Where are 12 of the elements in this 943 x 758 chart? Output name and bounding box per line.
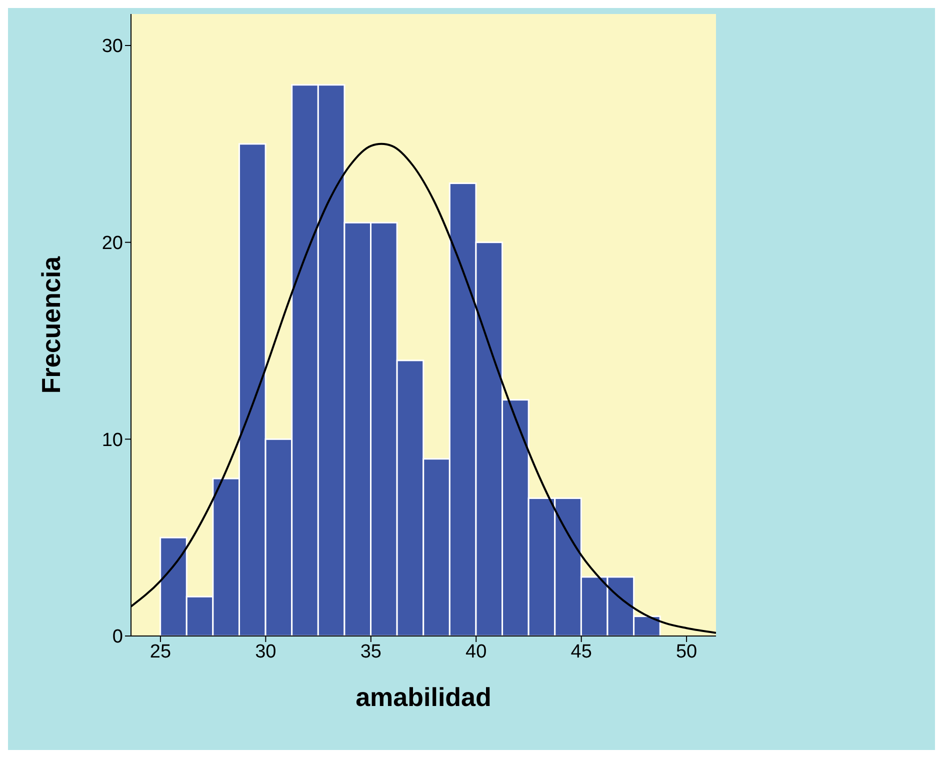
- x-tick-label: 25: [150, 641, 172, 662]
- x-tick-label: 35: [360, 641, 382, 662]
- x-tick-label: 30: [255, 641, 276, 662]
- x-tick-label: 50: [676, 641, 698, 662]
- x-tick-label: 45: [570, 641, 592, 662]
- y-axis-title: Frecuencia: [36, 256, 66, 394]
- x-tick-label: 40: [466, 641, 487, 662]
- x-axis-title: amabilidad: [356, 682, 492, 712]
- y-tick-label: 0: [112, 626, 123, 648]
- y-tick-label: 20: [102, 233, 123, 254]
- y-tick-label: 10: [102, 430, 123, 451]
- y-tick-label: 30: [102, 36, 123, 58]
